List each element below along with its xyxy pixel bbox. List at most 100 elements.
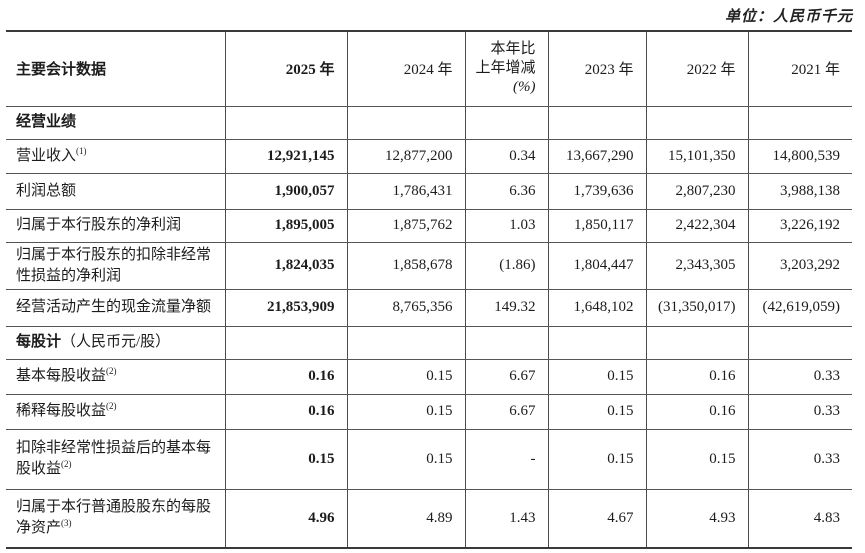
cell-2023: 1,739,636 [547,173,646,210]
header-line: 上年增减 [475,60,536,77]
header-key-accounting-data: 主要会计数据 [6,31,225,107]
cell-2021: 3,203,292 [747,242,852,290]
data-row: 归属于本行普通股股东的每股净资产(3) 4.96 4.89 1.43 4.67 4.93 4… [6,489,852,549]
footnote-marker: (2) [106,401,117,411]
cell-2022: 4.93 [645,489,748,549]
row-label-text: 经营业绩 [16,114,77,130]
cell-2025: 12,921,145 [224,139,347,174]
row-label-suffix: （人民币元/股） [61,334,171,350]
cell-2025: 0.15 [224,429,347,490]
cell-2024: 0.15 [346,429,465,490]
cell-2022: 2,422,304 [645,209,748,243]
data-row: 归属于本行股东的扣除非经常性损益的净利润 1,824,035 1,858,678 (1… [6,242,852,290]
section-row: 每股计（人民币元/股） [6,326,852,360]
data-row: 经营活动产生的现金流量净额 21,853,909 8,765,356 149.32 1,… [6,289,852,327]
cell-2022: 0.16 [645,394,748,430]
row-label: 利润总额 [6,173,225,210]
cell-2023: 4.67 [547,489,646,549]
header-row: 主要会计数据 2025 年 2024 年 本年比 上年增减 (%) 2023 年 2022 年… [6,31,852,107]
cell-2023: 0.15 [547,429,646,490]
row-label: 稀释每股收益(2) [6,394,225,430]
cell-2025: 0.16 [224,359,347,395]
header-col-2025: 2025 年 [224,31,347,107]
cell-2024: 1,875,762 [346,209,465,243]
footnote-marker: (3) [61,518,72,529]
cell-2022 [645,326,748,360]
cell-2024: 1,858,678 [346,242,465,290]
cell-2021: 3,988,138 [747,173,852,210]
row-label: 归属于本行股东的扣除非经常性损益的净利润 [6,242,225,290]
cell-2022: 2,343,305 [645,242,748,290]
row-label: 基本每股收益(2) [6,359,225,395]
data-row: 归属于本行股东的净利润 1,895,005 1,875,762 1.03 1,850,1… [6,209,852,243]
footnote-marker: (1) [76,145,87,156]
cell-2023: 1,804,447 [547,242,646,290]
row-label: 营业收入(1) [6,139,225,174]
cell-2022 [645,106,748,140]
cell-yoy-change: 0.34 [464,139,548,174]
cell-2023 [547,326,646,360]
cell-2021: 3,226,192 [747,209,852,243]
cell-2023 [547,106,646,140]
cell-2021 [747,326,852,360]
cell-2023: 1,648,102 [547,289,646,327]
header-col-2023: 2023 年 [547,31,646,107]
cell-2024: 1,786,431 [346,173,465,210]
row-label: 经营业绩 [6,106,225,140]
cell-yoy-change: 6.67 [464,394,548,430]
row-label-text: 归属于本行股东的扣除非经常性损益的净利润 [16,246,212,284]
header-col-2021: 2021 年 [747,31,852,107]
cell-2022: 0.16 [645,359,748,395]
cell-2025: 21,853,909 [224,289,347,327]
row-label: 经营活动产生的现金流量净额 [6,289,225,327]
cell-2021: 0.33 [747,359,852,395]
cell-2023: 13,667,290 [547,139,646,174]
row-label: 每股计（人民币元/股） [6,326,225,360]
cell-2024: 0.15 [346,359,465,395]
cell-yoy-change: 6.67 [464,359,548,395]
cell-2021: 4.83 [747,489,852,549]
row-label-text: 利润总额 [16,182,77,199]
row-label-text: 每股计 [16,334,62,350]
cell-2022: (31,350,017) [645,289,748,327]
cell-yoy-change [464,326,548,360]
table-body: 经营业绩 营业收入(1) 12,921,145 12,877,200 0.34 13,66… [6,106,852,549]
key-accounting-data-table: 主要会计数据 2025 年 2024 年 本年比 上年增减 (%) 2023 年 2022 年… [6,30,852,549]
data-row: 稀释每股收益(2) 0.16 0.15 6.67 0.15 0.16 0.33 [6,394,852,430]
data-row: 扣除非经常性损益后的基本每股收益(2) 0.15 0.15-0.15 0.15 0.33 [6,429,852,490]
cell-2024: 12,877,200 [346,139,465,174]
cell-2025: 1,824,035 [224,242,347,290]
cell-2021 [747,106,852,140]
cell-2021: 0.33 [747,429,852,490]
cell-2023: 0.15 [547,359,646,395]
cell-2024 [346,106,465,140]
cell-yoy-change: 149.32 [464,289,548,327]
unit-note: 单位：人民币千元 [724,9,853,25]
header-line: (%) [513,79,536,96]
cell-2025: 1,900,057 [224,173,347,210]
row-label-text: 扣除非经常性损益后的基本每股收益 [16,440,212,477]
cell-2025 [224,106,347,140]
data-row: 营业收入(1) 12,921,145 12,877,200 0.34 13,667,29… [6,139,852,174]
cell-2025 [224,326,347,360]
cell-2022: 2,807,230 [645,173,748,210]
table-header: 主要会计数据 2025 年 2024 年 本年比 上年增减 (%) 2023 年 2022 年… [6,31,852,107]
row-label-text: 营业收入 [16,147,77,164]
header-line: 本年比 [490,41,536,58]
section-row: 经营业绩 [6,106,852,140]
cell-yoy-change [464,106,548,140]
cell-2021: 0.33 [747,394,852,430]
row-label-text: 基本每股收益 [16,368,107,384]
cell-2023: 0.15 [547,394,646,430]
cell-2025: 1,895,005 [224,209,347,243]
row-label-text: 经营活动产生的现金流量净额 [16,299,212,315]
cell-2021: (42,619,059) [747,289,852,327]
row-label: 归属于本行普通股股东的每股净资产(3) [6,489,225,549]
footnote-marker: (2) [61,459,72,469]
cell-yoy-change: - [464,429,548,490]
cell-2024 [346,326,465,360]
header-col-2022: 2022 年 [645,31,748,107]
row-label-text: 归属于本行普通股股东的每股净资产 [16,499,212,537]
cell-2021: 14,800,539 [747,139,852,174]
